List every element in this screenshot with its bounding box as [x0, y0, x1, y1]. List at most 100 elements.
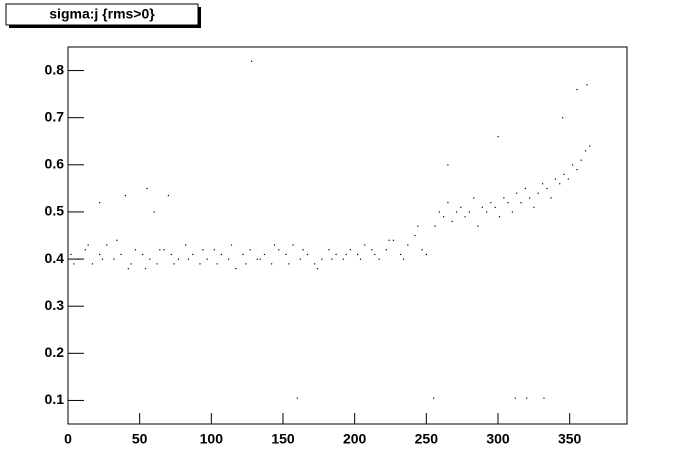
- point: [511, 211, 514, 213]
- point: [514, 397, 516, 399]
- point: [192, 253, 194, 256]
- point: [357, 253, 359, 256]
- point: [563, 173, 565, 175]
- point: [550, 197, 552, 199]
- point: [359, 258, 362, 260]
- point: [385, 249, 387, 251]
- point: [425, 253, 428, 256]
- point: [554, 178, 557, 180]
- point: [562, 117, 564, 119]
- point: [127, 267, 129, 270]
- point: [314, 263, 316, 265]
- point: [541, 183, 544, 185]
- point: [331, 258, 333, 260]
- x-tick-label: 350: [558, 431, 582, 447]
- title-box: [5, 3, 199, 26]
- point: [159, 249, 161, 251]
- point: [481, 206, 483, 208]
- point: [230, 244, 233, 246]
- point: [490, 202, 492, 204]
- point: [206, 258, 208, 260]
- point: [576, 169, 578, 171]
- point: [134, 249, 137, 251]
- point: [299, 258, 301, 260]
- point: [235, 267, 237, 270]
- point: [163, 249, 165, 251]
- point: [533, 206, 535, 208]
- point: [464, 216, 466, 218]
- point: [292, 244, 294, 246]
- point: [302, 249, 304, 251]
- point: [316, 267, 319, 270]
- point: [153, 211, 155, 213]
- point: [580, 159, 582, 161]
- point: [546, 187, 548, 190]
- point: [584, 150, 587, 152]
- point: [447, 164, 449, 166]
- x-tick-label: 100: [200, 431, 224, 447]
- point: [524, 187, 526, 190]
- point: [477, 225, 479, 227]
- point: [149, 258, 151, 260]
- point: [434, 225, 436, 227]
- point: [142, 253, 144, 256]
- point: [99, 253, 101, 256]
- point: [245, 263, 247, 265]
- point: [306, 253, 309, 256]
- point: [187, 258, 190, 260]
- point: [349, 249, 352, 251]
- point: [278, 249, 280, 251]
- point: [494, 206, 496, 208]
- point: [87, 244, 89, 246]
- point: [392, 239, 395, 241]
- point: [288, 263, 290, 265]
- x-tick-label: 50: [132, 431, 148, 447]
- point: [124, 194, 127, 197]
- point: [106, 244, 108, 246]
- point: [402, 258, 405, 260]
- point: [328, 249, 330, 251]
- point: [468, 211, 471, 213]
- point: [345, 253, 347, 256]
- x-tick-label: 150: [271, 431, 295, 447]
- point: [497, 136, 499, 138]
- point: [567, 178, 569, 180]
- point: [371, 249, 373, 251]
- point: [473, 197, 475, 199]
- point: [250, 60, 253, 62]
- point: [84, 249, 86, 251]
- point: [144, 267, 147, 270]
- point: [537, 192, 539, 194]
- point: [170, 253, 172, 256]
- point: [242, 253, 244, 256]
- point: [378, 258, 380, 260]
- point: [572, 164, 574, 166]
- point: [433, 397, 435, 399]
- point: [414, 235, 416, 237]
- point: [589, 145, 591, 147]
- y-tick-label: 0.5: [45, 203, 65, 219]
- x-tick-label: 300: [486, 431, 510, 447]
- plot-frame: [67, 46, 628, 425]
- point: [70, 253, 72, 256]
- point: [520, 202, 522, 204]
- point: [342, 258, 344, 260]
- point: [335, 253, 337, 256]
- point: [173, 263, 175, 265]
- x-tick-label: 0: [64, 431, 72, 447]
- point: [156, 263, 158, 265]
- point: [586, 84, 588, 86]
- y-tick-label: 0.3: [45, 297, 65, 313]
- point: [443, 216, 445, 218]
- x-tick-label: 250: [415, 431, 439, 447]
- point: [259, 258, 261, 260]
- y-tick-label: 0.6: [45, 156, 65, 172]
- y-tick-label: 0.4: [45, 250, 65, 266]
- point: [447, 202, 449, 204]
- point: [167, 194, 170, 197]
- point: [529, 197, 531, 199]
- point: [321, 258, 323, 260]
- point: [116, 239, 118, 241]
